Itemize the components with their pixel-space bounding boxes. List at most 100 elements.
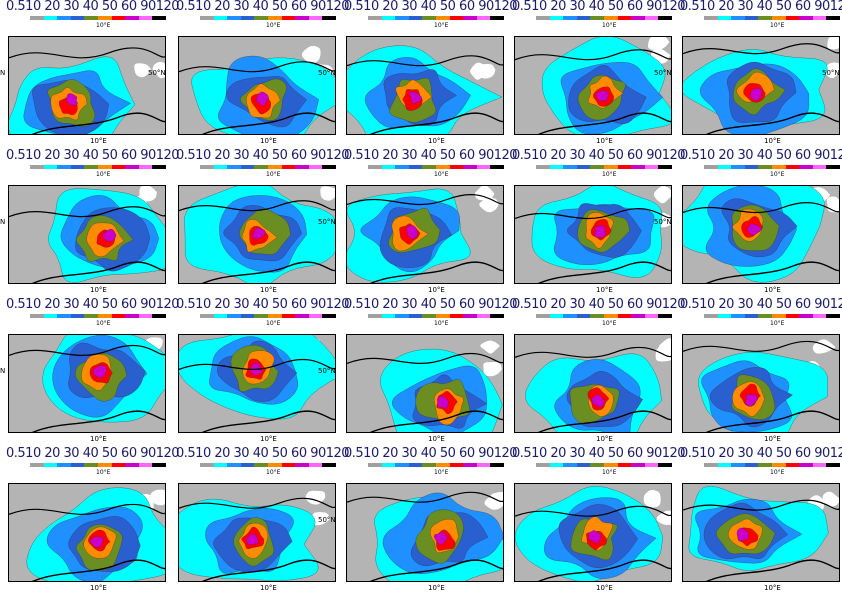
colorbar-swatch: [267, 463, 282, 467]
x-tick-label: 10°E: [596, 435, 613, 443]
colorbar-swatch: [43, 314, 58, 318]
colorbar-swatch: [476, 165, 491, 169]
map-panel: 0.510 20 30 40 50 60 90120 10°E 10°E 50°N: [170, 0, 350, 149]
colorbar-swatch: [408, 165, 423, 169]
colorbar-swatch: [240, 314, 255, 318]
map-panel: 0.510 20 30 40 50 60 90120 10°E 10°E: [506, 447, 686, 596]
precip-map: [8, 334, 166, 433]
border-line: [706, 559, 839, 581]
border-line: [370, 559, 503, 581]
sea-patch: [647, 37, 670, 50]
colorbar-swatch: [758, 314, 772, 318]
colorbar-swatch: [281, 314, 296, 318]
colorbar-swatch: [476, 463, 491, 467]
colorbar-swatches: [368, 314, 504, 318]
colorbar-swatch: [395, 314, 409, 318]
colorbar-labels: 0.510 20 30 40 50 60 90120: [680, 0, 842, 14]
colorbar-swatch: [57, 463, 71, 467]
colorbar: 0.510 20 30 40 50 60 90120 10°E: [680, 149, 842, 179]
sea-patch: [643, 489, 661, 508]
colorbar-swatch: [463, 16, 477, 20]
colorbar: 0.510 20 30 40 50 60 90120 10°E: [176, 149, 350, 179]
map-panel: 0.510 20 30 40 50 60 90120 10°E 10°E 50°N: [506, 149, 686, 298]
precip-map: [178, 185, 336, 284]
colorbar-swatch: [463, 463, 477, 467]
map-panel: 0.510 20 30 40 50 60 90120 10°E 10°E: [338, 298, 518, 447]
colorbar-swatch: [111, 314, 126, 318]
colorbar-swatch: [799, 463, 813, 467]
colorbar-labels: 0.510 20 30 40 50 60 90120: [344, 148, 518, 163]
sea-patch: [152, 61, 165, 79]
precip-map: [514, 36, 672, 135]
border-line: [32, 559, 165, 581]
colorbar-labels: 0.510 20 30 40 50 60 90120: [512, 297, 686, 312]
colorbar-swatch: [213, 463, 228, 467]
n-edge-label: N: [0, 69, 6, 77]
colorbar-swatch: [43, 16, 58, 20]
colorbar-swatch: [322, 314, 336, 318]
colorbar-swatch: [449, 165, 464, 169]
colorbar-swatch: [254, 165, 268, 169]
colorbar-swatch: [717, 165, 732, 169]
colorbar-labels: 0.510 20 30 40 50 60 90120: [6, 148, 180, 163]
colorbar-swatch: [322, 16, 336, 20]
colorbar-swatch: [111, 165, 126, 169]
coastline: [515, 346, 671, 358]
colorbar-tick-label: 10°E: [266, 469, 281, 476]
lat-tick-label: 50°N: [654, 218, 672, 226]
precip-contour: [90, 536, 104, 548]
colorbar-swatch: [617, 314, 632, 318]
colorbar-swatch: [240, 463, 255, 467]
colorbar-swatch: [125, 463, 139, 467]
colorbar-swatch: [381, 165, 396, 169]
coastline: [347, 352, 503, 364]
colorbar-swatch: [812, 463, 827, 467]
colorbar-swatch: [308, 314, 323, 318]
colorbar-swatch: [476, 16, 491, 20]
coastline: [9, 47, 165, 59]
colorbar-swatches: [200, 16, 336, 20]
lat-tick-label: 50°N: [822, 69, 840, 77]
colorbar-swatches: [30, 463, 166, 467]
colorbar-swatches: [704, 463, 840, 467]
colorbar-swatch: [785, 463, 800, 467]
colorbar-swatch: [731, 165, 745, 169]
lat-tick-label: 50°N: [318, 218, 336, 226]
x-tick-label: 10°E: [90, 435, 107, 443]
colorbar-swatch: [771, 463, 786, 467]
colorbar-swatches: [536, 165, 672, 169]
colorbar-swatches: [200, 463, 336, 467]
colorbar-swatch: [826, 165, 840, 169]
x-tick-label: 10°E: [428, 435, 445, 443]
x-tick-label: 10°E: [764, 286, 781, 294]
colorbar-swatch: [152, 463, 166, 467]
border-line: [32, 410, 165, 432]
colorbar: 0.510 20 30 40 50 60 90120 10°E: [176, 0, 350, 29]
colorbar-swatch: [631, 463, 645, 467]
border-line: [202, 559, 335, 581]
colorbar-swatch: [658, 16, 672, 20]
colorbar-swatch: [395, 16, 409, 20]
colorbar-swatch: [70, 463, 85, 467]
precip-contour: [102, 228, 117, 242]
sea-patch: [656, 510, 671, 525]
coastline: [347, 194, 503, 206]
colorbar-tick-label: 10°E: [770, 171, 785, 178]
border-line: [538, 112, 671, 134]
colorbar-swatch: [227, 165, 241, 169]
colorbar-swatch: [563, 165, 577, 169]
x-tick-label: 10°E: [428, 584, 445, 592]
colorbar-swatch: [576, 314, 591, 318]
colorbar-swatch: [490, 16, 504, 20]
precip-contour: [736, 527, 749, 542]
coastline: [683, 340, 839, 352]
colorbar: 0.510 20 30 40 50 60 90120 10°E: [6, 0, 180, 29]
colorbar-swatch: [422, 314, 436, 318]
colorbar-swatch: [295, 463, 309, 467]
colorbar-swatches: [536, 463, 672, 467]
colorbar-swatch: [308, 463, 323, 467]
x-tick-label: 10°E: [764, 584, 781, 592]
colorbar-swatch: [435, 314, 450, 318]
colorbar-swatch: [408, 463, 423, 467]
x-tick-label: 10°E: [90, 137, 107, 145]
